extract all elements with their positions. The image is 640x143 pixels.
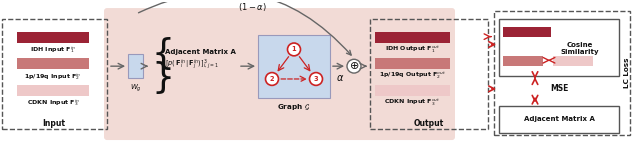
- FancyBboxPatch shape: [503, 27, 551, 37]
- Text: IDH Input $\mathbf{F}_1^{in}$: IDH Input $\mathbf{F}_1^{in}$: [30, 44, 76, 55]
- Text: 1p/19q Output $\mathbf{F}_2^{out}$: 1p/19q Output $\mathbf{F}_2^{out}$: [379, 71, 446, 82]
- Text: $W_g$: $W_g$: [129, 83, 141, 94]
- Circle shape: [347, 59, 361, 73]
- Text: Cosine
Similarity: Cosine Similarity: [561, 42, 599, 55]
- FancyBboxPatch shape: [104, 8, 455, 140]
- Text: $(1-\alpha)$: $(1-\alpha)$: [237, 1, 266, 13]
- Text: $\oplus$: $\oplus$: [349, 60, 359, 71]
- Text: $[p(\,\mathbf{F}_i^{in}\,|\,\mathbf{F}_j^{in})]^3_{i,\,j=1}$: $[p(\,\mathbf{F}_i^{in}\,|\,\mathbf{F}_j…: [165, 58, 219, 73]
- Text: MSE: MSE: [550, 84, 568, 93]
- Text: IDH Output $\mathbf{F}_1^{out}$: IDH Output $\mathbf{F}_1^{out}$: [385, 44, 440, 55]
- FancyBboxPatch shape: [17, 85, 89, 96]
- Text: Graph $\mathcal{G}$: Graph $\mathcal{G}$: [277, 102, 310, 112]
- FancyBboxPatch shape: [375, 58, 450, 69]
- Circle shape: [287, 43, 301, 56]
- Text: Input: Input: [42, 119, 65, 128]
- Circle shape: [310, 73, 323, 85]
- Text: $\alpha$: $\alpha$: [336, 73, 344, 83]
- Text: Adjacent Matrix A: Adjacent Matrix A: [524, 116, 595, 122]
- Text: $\}$: $\}$: [151, 59, 172, 97]
- Text: 3: 3: [314, 76, 318, 82]
- FancyBboxPatch shape: [553, 56, 593, 66]
- Circle shape: [266, 73, 278, 85]
- Text: 1p/19q Input $\mathbf{F}_2^{in}$: 1p/19q Input $\mathbf{F}_2^{in}$: [24, 71, 82, 82]
- Text: Output: Output: [414, 119, 444, 128]
- FancyBboxPatch shape: [503, 56, 543, 66]
- FancyBboxPatch shape: [17, 32, 89, 42]
- FancyBboxPatch shape: [375, 85, 450, 96]
- FancyBboxPatch shape: [258, 35, 330, 98]
- FancyBboxPatch shape: [128, 54, 143, 78]
- Text: Adjacent Matrix A: Adjacent Matrix A: [165, 49, 236, 55]
- Text: 1: 1: [292, 46, 296, 52]
- FancyBboxPatch shape: [17, 58, 89, 69]
- FancyArrowPatch shape: [138, 0, 351, 55]
- FancyBboxPatch shape: [375, 32, 450, 42]
- Text: LC Loss: LC Loss: [624, 58, 630, 88]
- Text: 2: 2: [269, 76, 275, 82]
- Text: $\{$: $\{$: [151, 35, 172, 72]
- Text: CDKN Input $\mathbf{F}_3^{out}$: CDKN Input $\mathbf{F}_3^{out}$: [384, 98, 441, 108]
- Text: CDKN Input $\mathbf{F}_3^{in}$: CDKN Input $\mathbf{F}_3^{in}$: [26, 98, 79, 109]
